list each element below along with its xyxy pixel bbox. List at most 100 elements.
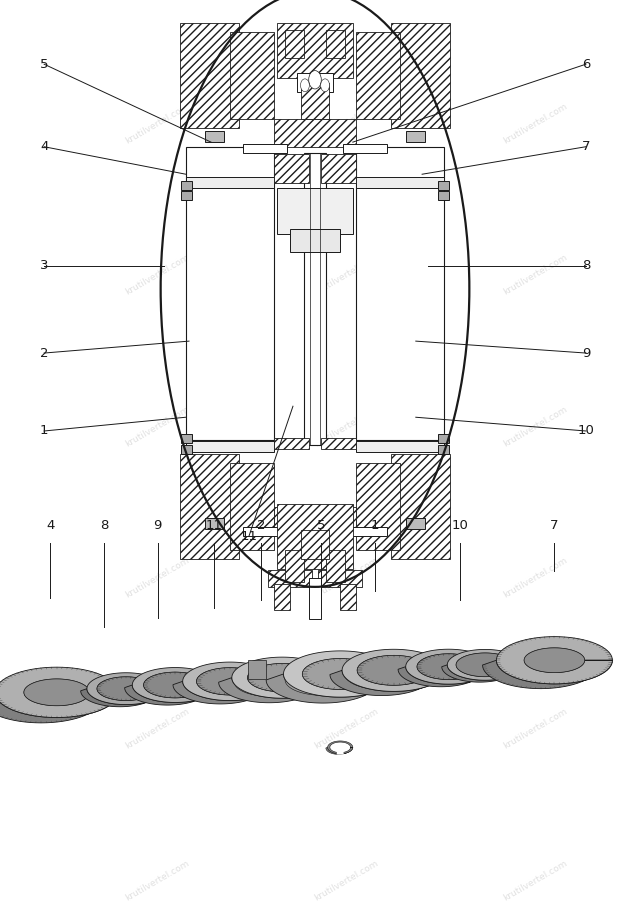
Polygon shape [248,664,317,691]
Polygon shape [136,685,207,701]
Bar [304,153,326,445]
Polygon shape [187,681,263,698]
Polygon shape [81,689,165,707]
Bar [356,32,400,119]
Text: 2: 2 [257,519,266,532]
Text: krutilvertel.com: krutilvertel.com [502,404,569,448]
Bar [274,584,290,610]
Text: 2: 2 [40,347,49,359]
Bar [340,584,356,610]
Polygon shape [173,681,277,704]
Text: krutilvertel.com: krutilvertel.com [0,556,2,600]
Bar [180,23,239,128]
Bar [205,518,224,529]
Bar [230,32,274,119]
Bar [180,454,239,559]
Text: krutilvertel.com: krutilvertel.com [502,253,569,297]
Bar [243,527,287,536]
Polygon shape [417,654,480,679]
Text: krutilvertel.com: krutilvertel.com [502,707,569,751]
Text: 11: 11 [206,519,222,532]
Polygon shape [496,636,612,684]
Bar [356,463,400,550]
Circle shape [301,79,309,92]
Bar [268,570,312,587]
Polygon shape [144,672,207,698]
Polygon shape [342,649,445,691]
Bar [343,527,387,536]
Bar [230,463,274,550]
Text: krutilvertel.com: krutilvertel.com [0,102,2,146]
Polygon shape [24,679,89,706]
Bar [326,550,345,582]
Text: krutilvertel.com: krutilvertel.com [0,404,2,448]
Polygon shape [219,678,333,702]
Text: krutilvertel.com: krutilvertel.com [0,253,2,297]
Polygon shape [91,689,155,702]
Text: krutilvertel.com: krutilvertel.com [124,253,191,297]
Bar [274,154,309,183]
Polygon shape [183,662,277,701]
Bar [438,181,449,190]
Bar [205,131,224,142]
Bar [285,30,304,58]
Polygon shape [0,668,118,717]
Text: 1: 1 [40,425,49,437]
Bar [243,144,287,153]
Text: krutilvertel.com: krutilvertel.com [313,707,380,751]
Polygon shape [248,660,266,679]
Text: krutilvertel.com: krutilvertel.com [313,253,380,297]
Text: 10: 10 [578,425,594,437]
Text: krutilvertel.com: krutilvertel.com [0,858,2,902]
Polygon shape [345,670,430,690]
Text: 5: 5 [40,58,49,71]
Polygon shape [330,670,445,696]
Bar [277,504,353,569]
Bar [186,177,274,188]
Polygon shape [456,653,514,677]
Polygon shape [450,665,514,679]
Text: krutilvertel.com: krutilvertel.com [124,102,191,146]
Bar [285,550,304,582]
Polygon shape [285,674,378,695]
Text: 3: 3 [40,260,49,272]
Polygon shape [197,668,263,695]
Polygon shape [284,651,397,697]
Text: 5: 5 [317,519,326,532]
Bar [274,507,356,535]
Polygon shape [406,649,491,684]
Bar [438,445,449,454]
Bar [181,181,192,190]
Bar [186,441,274,452]
Text: krutilvertel.com: krutilvertel.com [313,556,380,600]
Text: krutilvertel.com: krutilvertel.com [502,556,569,600]
Text: 4: 4 [40,140,49,153]
Bar [391,454,450,559]
Bar [321,154,356,183]
Text: 11: 11 [241,530,257,543]
Polygon shape [132,668,218,702]
Circle shape [309,71,321,89]
Text: 4: 4 [46,519,55,532]
Text: 8: 8 [100,519,108,532]
Polygon shape [326,747,353,755]
Text: krutilvertel.com: krutilvertel.com [313,102,380,146]
Text: 9: 9 [153,519,162,532]
Bar [274,119,356,147]
Bar [318,570,362,587]
Bar [181,191,192,200]
Polygon shape [232,657,333,698]
Text: 10: 10 [452,519,468,532]
Polygon shape [328,741,353,754]
Polygon shape [410,667,480,682]
Bar [277,188,353,234]
Bar [297,73,333,92]
Polygon shape [302,658,378,690]
Ellipse shape [161,0,469,587]
Polygon shape [97,677,155,701]
Polygon shape [266,674,397,703]
Bar [186,147,274,440]
Bar [290,229,340,252]
Bar [343,144,387,153]
Polygon shape [234,678,317,696]
